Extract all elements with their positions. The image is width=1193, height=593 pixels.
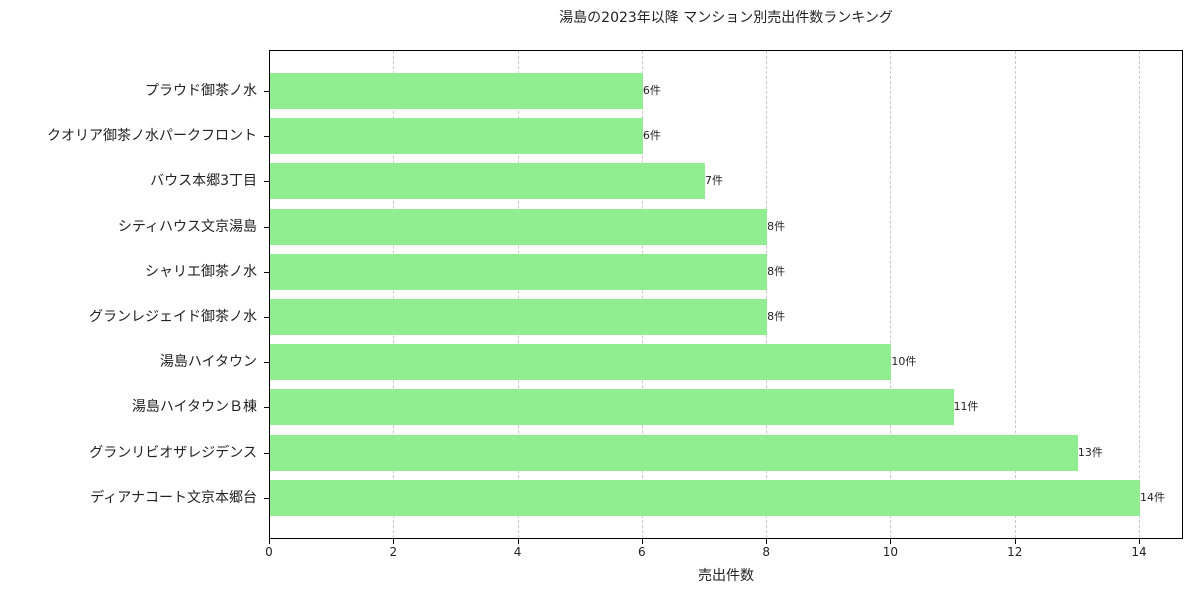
x-tick (766, 539, 768, 544)
y-tick-label: グランリビオザレジデンス (89, 444, 257, 461)
x-tick-label: 8 (762, 545, 770, 559)
y-tick-label: プラウド御茶ノ水 (145, 83, 257, 99)
bar-value-label: 8件 (767, 310, 786, 323)
bar-value-label: 7件 (705, 174, 723, 188)
bar (270, 434, 1078, 471)
bar (270, 163, 705, 200)
y-tick (264, 362, 269, 364)
y-tick (264, 271, 269, 273)
x-tick-label: 12 (1007, 545, 1023, 559)
y-tick-label: シティハウス文京湯島 (117, 218, 257, 235)
x-tick-label: 14 (1131, 545, 1147, 559)
y-tick (264, 317, 269, 318)
gridline (1139, 51, 1140, 538)
x-tick (1014, 539, 1016, 544)
bar-value-label: 6件 (642, 129, 661, 143)
plot-area: 6件 6件 7件 8件 8件 8件 10件 11件 13件 14件 (269, 50, 1183, 539)
bar (270, 344, 892, 381)
gridline (517, 51, 519, 538)
bar-value-label: 8件 (767, 219, 786, 233)
x-tick (393, 539, 395, 544)
chart-title: 湯島の2023年以降 マンション別売出件数ランキング (559, 10, 893, 26)
gridline (766, 51, 768, 538)
gridline (1014, 51, 1016, 538)
gridline (890, 51, 892, 538)
y-tick (264, 497, 269, 499)
y-tick-label: 湯島ハイタウン (159, 354, 257, 371)
y-tick (264, 136, 269, 138)
x-tick-label: 10 (882, 545, 899, 559)
bar-value-label: 6件 (642, 84, 661, 97)
x-tick-label: 0 (265, 545, 273, 559)
bar-value-label: 10件 (891, 355, 917, 369)
y-tick (264, 452, 269, 454)
bar-value-label: 13件 (1077, 445, 1103, 459)
x-axis-title: 売出件数 (698, 568, 754, 584)
bar (270, 479, 1140, 516)
bar (270, 118, 643, 155)
y-tick-label: 湯島ハイタウンＢ棟 (131, 399, 257, 416)
y-tick-label: ディアナコート文京本郷台 (90, 489, 257, 506)
bar (270, 253, 768, 290)
y-tick (264, 226, 269, 228)
y-tick-label: シャリエ御茶ノ水 (145, 263, 257, 280)
x-tick-label: 4 (513, 545, 522, 559)
y-tick-label: バウス本郷3丁目 (150, 173, 257, 190)
y-tick (264, 91, 269, 92)
x-tick (517, 539, 519, 544)
bar-value-label: 14件 (1140, 490, 1165, 504)
gridline (641, 51, 643, 538)
x-tick (1139, 539, 1140, 544)
bar-value-label: 8件 (767, 264, 786, 278)
y-tick (264, 181, 269, 183)
x-tick-label: 6 (638, 545, 646, 559)
y-tick (264, 407, 269, 409)
bar (270, 208, 768, 245)
bar (270, 389, 954, 426)
bar (270, 299, 768, 335)
x-tick (890, 539, 892, 544)
y-tick-label: クオリア御茶ノ水パークフロント (47, 128, 257, 145)
gridline (393, 51, 395, 538)
bar (270, 73, 643, 109)
y-tick-label: グランレジェイド御茶ノ水 (89, 309, 257, 325)
x-tick-label: 2 (389, 545, 398, 559)
bar-value-label: 11件 (953, 400, 979, 414)
x-tick (641, 539, 643, 544)
x-tick (269, 539, 270, 544)
